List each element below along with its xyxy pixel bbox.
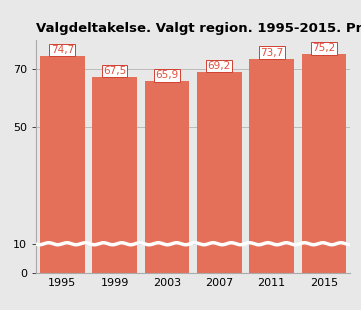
Bar xyxy=(145,81,189,273)
Bar xyxy=(302,54,346,273)
Text: Valgdeltakelse. Valgt region. 1995-2015. Prosent.: Valgdeltakelse. Valgt region. 1995-2015.… xyxy=(36,22,361,35)
Bar xyxy=(197,72,242,273)
Bar xyxy=(249,59,294,273)
Bar xyxy=(40,56,84,273)
Text: 65,9: 65,9 xyxy=(155,70,179,80)
Text: 73,7: 73,7 xyxy=(260,48,283,58)
Bar xyxy=(92,77,137,273)
Text: 75,2: 75,2 xyxy=(312,43,336,53)
Text: 67,5: 67,5 xyxy=(103,66,126,76)
Text: 69,2: 69,2 xyxy=(208,61,231,71)
Text: 74,7: 74,7 xyxy=(51,45,74,55)
